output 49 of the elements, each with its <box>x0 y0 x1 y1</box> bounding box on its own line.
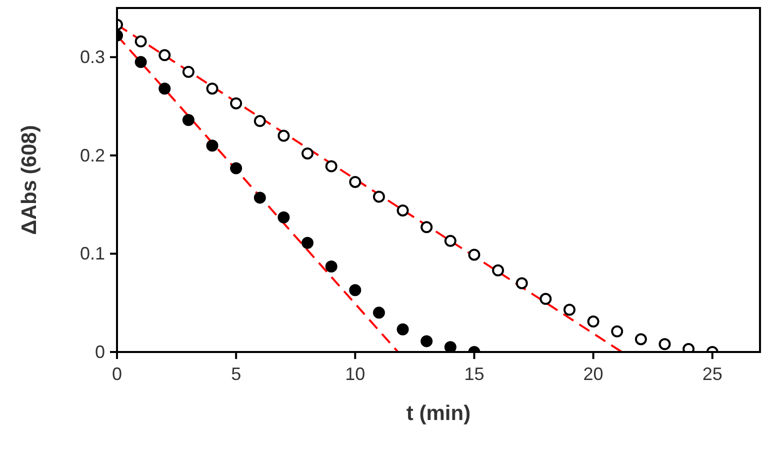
point <box>349 176 362 188</box>
point <box>325 260 338 272</box>
point <box>134 35 147 48</box>
point <box>563 304 576 316</box>
point <box>611 325 624 338</box>
point <box>182 114 194 126</box>
x-tick-label: 5 <box>231 364 242 384</box>
point <box>254 115 266 128</box>
y-tick-label: 0.1 <box>80 244 105 264</box>
x-axis-title: t (min) <box>406 402 471 425</box>
point <box>230 162 242 174</box>
point <box>278 211 290 224</box>
point <box>325 160 338 172</box>
point <box>444 234 456 247</box>
point <box>396 323 409 336</box>
point <box>492 264 504 276</box>
point <box>349 284 362 296</box>
point <box>158 82 171 95</box>
point <box>587 316 600 328</box>
x-tick-label: 0 <box>112 364 122 384</box>
point <box>516 277 528 290</box>
point <box>206 82 218 95</box>
point <box>254 192 266 204</box>
point <box>420 335 433 348</box>
y-tick-label: 0.3 <box>80 47 105 68</box>
x-tick-label: 10 <box>345 364 366 384</box>
point <box>468 248 480 261</box>
point <box>396 204 409 216</box>
point <box>372 306 385 319</box>
point <box>134 56 147 68</box>
point <box>278 130 290 142</box>
point <box>372 190 385 203</box>
point <box>658 338 671 350</box>
x-tick-label: 25 <box>702 364 722 384</box>
point <box>182 66 194 78</box>
x-tick-label: 15 <box>464 364 484 384</box>
point <box>444 341 456 352</box>
point <box>540 292 552 305</box>
point <box>302 147 314 160</box>
point <box>420 221 433 234</box>
point <box>634 333 647 346</box>
y-tick-label: 0.2 <box>80 145 105 166</box>
point <box>230 97 242 110</box>
y-axis-title: ΔAbs (608) <box>18 125 41 235</box>
point <box>206 140 218 152</box>
y-tick-label: 0 <box>94 342 105 362</box>
point <box>302 236 314 249</box>
x-tick-label: 20 <box>583 364 604 384</box>
point <box>158 49 171 62</box>
